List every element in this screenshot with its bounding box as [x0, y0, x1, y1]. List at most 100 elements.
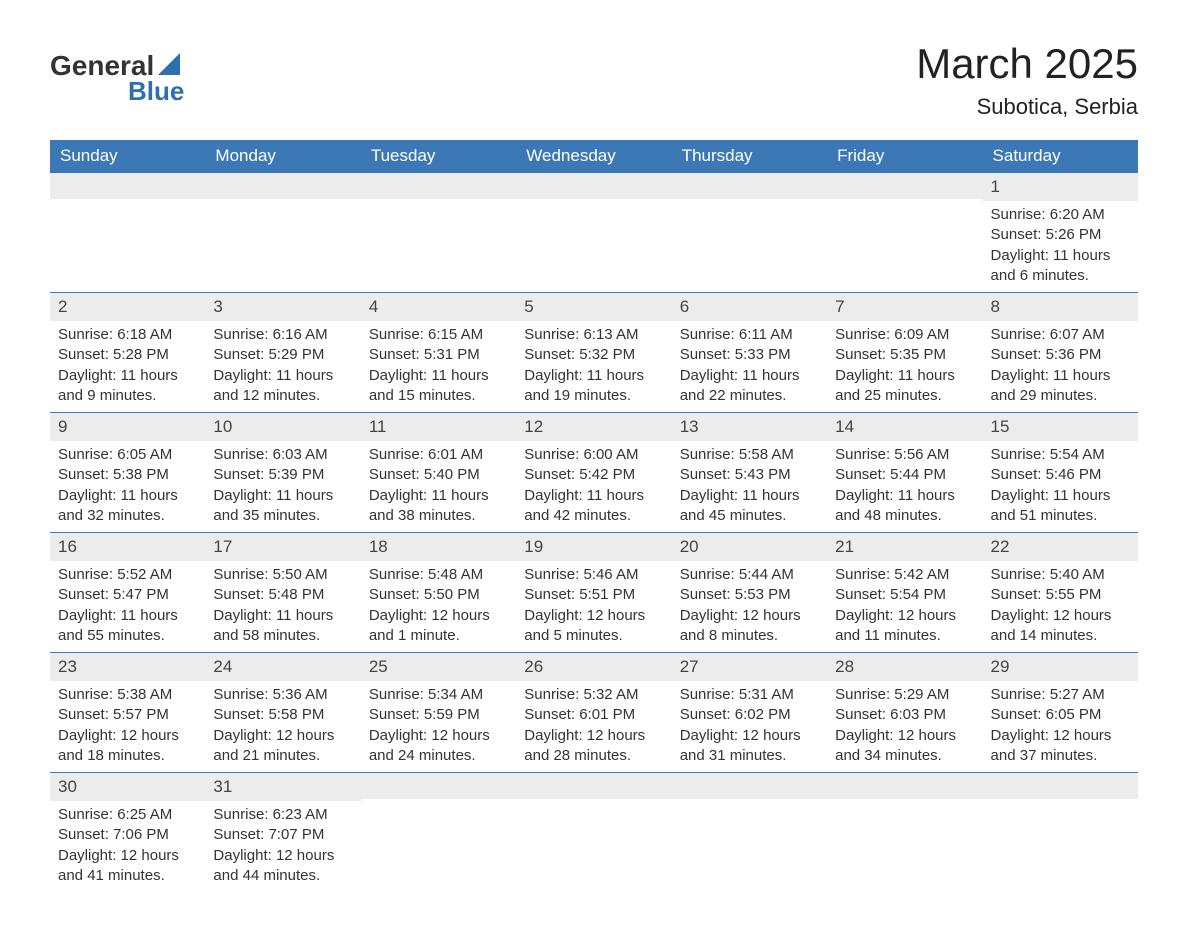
- day-details: Sunrise: 6:23 AMSunset: 7:07 PMDaylight:…: [205, 801, 360, 892]
- day-detail-line: Daylight: 12 hours and 21 minutes.: [213, 726, 352, 767]
- calendar-day-cell: 23Sunrise: 5:38 AMSunset: 5:57 PMDayligh…: [50, 653, 205, 773]
- calendar-day-cell: [827, 773, 982, 893]
- calendar-day-cell: 28Sunrise: 5:29 AMSunset: 6:03 PMDayligh…: [827, 653, 982, 773]
- day-detail-line: Sunrise: 5:48 AM: [369, 565, 508, 585]
- day-number: 12: [516, 413, 671, 441]
- day-detail-line: Sunrise: 6:16 AM: [213, 325, 352, 345]
- weekday-header: Wednesday: [516, 140, 671, 173]
- day-number: [983, 773, 1138, 799]
- day-detail-line: Sunset: 5:33 PM: [680, 345, 819, 365]
- calendar-day-cell: 13Sunrise: 5:58 AMSunset: 5:43 PMDayligh…: [672, 413, 827, 533]
- day-number: 17: [205, 533, 360, 561]
- day-detail-line: Daylight: 12 hours and 18 minutes.: [58, 726, 197, 767]
- day-detail-line: Sunset: 6:02 PM: [680, 705, 819, 725]
- day-detail-line: Sunset: 6:05 PM: [991, 705, 1130, 725]
- day-detail-line: Sunrise: 5:34 AM: [369, 685, 508, 705]
- day-details: Sunrise: 5:32 AMSunset: 6:01 PMDaylight:…: [516, 681, 671, 772]
- day-detail-line: Sunrise: 5:32 AM: [524, 685, 663, 705]
- day-number: 15: [983, 413, 1138, 441]
- day-details: [205, 199, 360, 219]
- day-number: [516, 173, 671, 199]
- calendar-day-cell: 31Sunrise: 6:23 AMSunset: 7:07 PMDayligh…: [205, 773, 360, 893]
- day-detail-line: Sunset: 5:38 PM: [58, 465, 197, 485]
- day-detail-line: Sunset: 5:59 PM: [369, 705, 508, 725]
- day-details: Sunrise: 5:44 AMSunset: 5:53 PMDaylight:…: [672, 561, 827, 652]
- weekday-header: Tuesday: [361, 140, 516, 173]
- calendar-day-cell: [827, 173, 982, 293]
- day-details: [361, 199, 516, 219]
- day-number: 2: [50, 293, 205, 321]
- calendar-body: 1Sunrise: 6:20 AMSunset: 5:26 PMDaylight…: [50, 173, 1138, 893]
- day-detail-line: Sunset: 5:28 PM: [58, 345, 197, 365]
- day-details: [827, 199, 982, 219]
- day-number: [516, 773, 671, 799]
- calendar-day-cell: 18Sunrise: 5:48 AMSunset: 5:50 PMDayligh…: [361, 533, 516, 653]
- day-detail-line: Daylight: 11 hours and 25 minutes.: [835, 366, 974, 407]
- day-details: Sunrise: 6:00 AMSunset: 5:42 PMDaylight:…: [516, 441, 671, 532]
- day-detail-line: Sunset: 5:54 PM: [835, 585, 974, 605]
- day-detail-line: Sunrise: 6:20 AM: [991, 205, 1130, 225]
- title-block: March 2025 Subotica, Serbia: [916, 40, 1138, 120]
- day-detail-line: Sunset: 5:39 PM: [213, 465, 352, 485]
- calendar-week-row: 1Sunrise: 6:20 AMSunset: 5:26 PMDaylight…: [50, 173, 1138, 293]
- day-details: [672, 199, 827, 219]
- day-details: Sunrise: 5:48 AMSunset: 5:50 PMDaylight:…: [361, 561, 516, 652]
- day-detail-line: Sunset: 5:44 PM: [835, 465, 974, 485]
- day-detail-line: Sunset: 5:36 PM: [991, 345, 1130, 365]
- day-detail-line: Sunrise: 6:07 AM: [991, 325, 1130, 345]
- day-detail-line: Sunset: 6:01 PM: [524, 705, 663, 725]
- day-detail-line: Daylight: 11 hours and 51 minutes.: [991, 486, 1130, 527]
- weekday-header: Sunday: [50, 140, 205, 173]
- day-detail-line: Sunrise: 5:29 AM: [835, 685, 974, 705]
- weekday-header: Saturday: [983, 140, 1138, 173]
- day-detail-line: Daylight: 11 hours and 15 minutes.: [369, 366, 508, 407]
- day-details: Sunrise: 5:29 AMSunset: 6:03 PMDaylight:…: [827, 681, 982, 772]
- day-number: 31: [205, 773, 360, 801]
- day-details: [516, 799, 671, 819]
- day-detail-line: Daylight: 12 hours and 28 minutes.: [524, 726, 663, 767]
- day-details: Sunrise: 5:52 AMSunset: 5:47 PMDaylight:…: [50, 561, 205, 652]
- calendar-day-cell: 22Sunrise: 5:40 AMSunset: 5:55 PMDayligh…: [983, 533, 1138, 653]
- calendar-week-row: 30Sunrise: 6:25 AMSunset: 7:06 PMDayligh…: [50, 773, 1138, 893]
- day-detail-line: Daylight: 11 hours and 19 minutes.: [524, 366, 663, 407]
- day-detail-line: Daylight: 11 hours and 22 minutes.: [680, 366, 819, 407]
- day-detail-line: Sunrise: 6:23 AM: [213, 805, 352, 825]
- day-detail-line: Sunrise: 5:56 AM: [835, 445, 974, 465]
- day-details: Sunrise: 5:50 AMSunset: 5:48 PMDaylight:…: [205, 561, 360, 652]
- day-detail-line: Daylight: 12 hours and 41 minutes.: [58, 846, 197, 887]
- day-detail-line: Sunset: 5:32 PM: [524, 345, 663, 365]
- day-detail-line: Sunrise: 5:54 AM: [991, 445, 1130, 465]
- day-detail-line: Sunrise: 5:36 AM: [213, 685, 352, 705]
- day-number: [50, 173, 205, 199]
- day-details: [516, 199, 671, 219]
- day-detail-line: Daylight: 12 hours and 11 minutes.: [835, 606, 974, 647]
- day-details: Sunrise: 6:03 AMSunset: 5:39 PMDaylight:…: [205, 441, 360, 532]
- calendar-day-cell: 19Sunrise: 5:46 AMSunset: 5:51 PMDayligh…: [516, 533, 671, 653]
- day-details: [672, 799, 827, 819]
- calendar-day-cell: [983, 773, 1138, 893]
- calendar-day-cell: 4Sunrise: 6:15 AMSunset: 5:31 PMDaylight…: [361, 293, 516, 413]
- day-detail-line: Daylight: 12 hours and 1 minute.: [369, 606, 508, 647]
- day-details: Sunrise: 6:16 AMSunset: 5:29 PMDaylight:…: [205, 321, 360, 412]
- day-number: 25: [361, 653, 516, 681]
- calendar-day-cell: 16Sunrise: 5:52 AMSunset: 5:47 PMDayligh…: [50, 533, 205, 653]
- day-details: Sunrise: 6:25 AMSunset: 7:06 PMDaylight:…: [50, 801, 205, 892]
- day-number: 9: [50, 413, 205, 441]
- day-detail-line: Sunset: 5:48 PM: [213, 585, 352, 605]
- calendar-day-cell: [361, 173, 516, 293]
- day-detail-line: Sunrise: 6:01 AM: [369, 445, 508, 465]
- day-number: 21: [827, 533, 982, 561]
- calendar-day-cell: 25Sunrise: 5:34 AMSunset: 5:59 PMDayligh…: [361, 653, 516, 773]
- day-detail-line: Sunrise: 6:15 AM: [369, 325, 508, 345]
- day-number: [361, 173, 516, 199]
- header: General Blue March 2025 Subotica, Serbia: [50, 40, 1138, 120]
- day-details: Sunrise: 6:15 AMSunset: 5:31 PMDaylight:…: [361, 321, 516, 412]
- day-detail-line: Sunset: 5:43 PM: [680, 465, 819, 485]
- day-detail-line: Sunset: 5:42 PM: [524, 465, 663, 485]
- day-number: 16: [50, 533, 205, 561]
- day-details: Sunrise: 6:20 AMSunset: 5:26 PMDaylight:…: [983, 201, 1138, 292]
- day-number: 26: [516, 653, 671, 681]
- day-detail-line: Sunset: 5:35 PM: [835, 345, 974, 365]
- calendar-week-row: 2Sunrise: 6:18 AMSunset: 5:28 PMDaylight…: [50, 293, 1138, 413]
- calendar-day-cell: 9Sunrise: 6:05 AMSunset: 5:38 PMDaylight…: [50, 413, 205, 533]
